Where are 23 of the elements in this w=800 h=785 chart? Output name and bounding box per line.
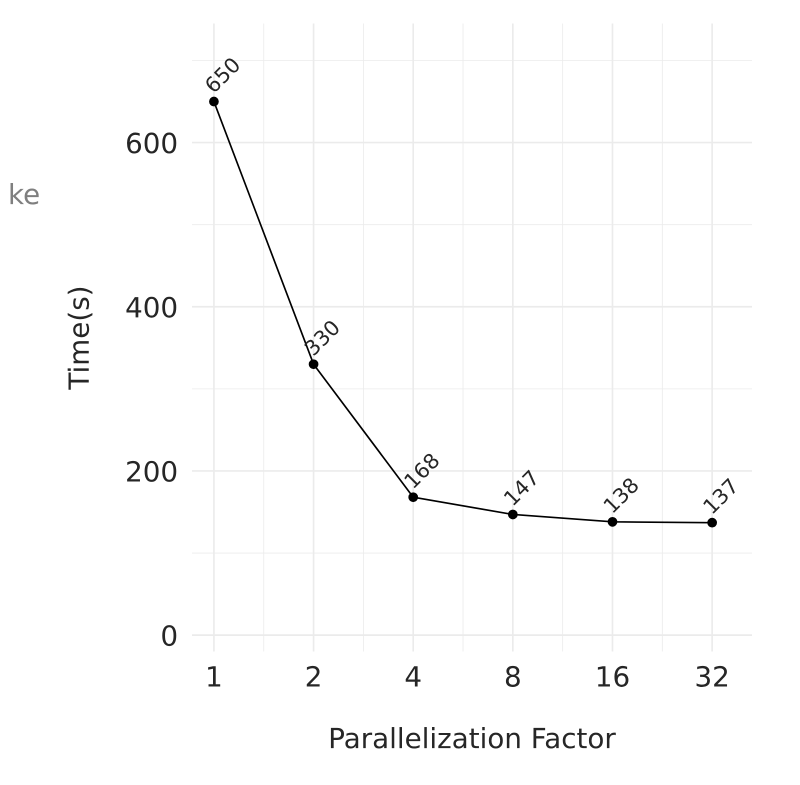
y-tick-label: 400 xyxy=(126,296,176,318)
x-tick-label: 4 xyxy=(406,666,420,687)
y-axis-title: Time(s) xyxy=(68,288,92,390)
x-axis-title: Parallelization Factor xyxy=(330,727,616,749)
point xyxy=(308,359,318,370)
y-tick-label: 0 xyxy=(162,625,176,646)
point xyxy=(608,516,618,527)
data-label: 650 xyxy=(204,56,241,94)
x-tick-label: 1 xyxy=(208,666,220,687)
x-tick-label: 2 xyxy=(306,666,320,687)
point xyxy=(707,518,718,528)
x-tick-label: 8 xyxy=(506,666,520,687)
data-label: 138 xyxy=(602,476,640,514)
y-tick-label: 600 xyxy=(127,132,176,154)
text: ke xyxy=(10,182,39,204)
data-label: 330 xyxy=(303,318,341,356)
x-tick-label: 16 xyxy=(598,666,628,687)
point xyxy=(209,96,219,106)
x-tick-label: 32 xyxy=(696,666,728,687)
point xyxy=(408,492,418,502)
point xyxy=(508,510,518,520)
data-label: 168 xyxy=(404,452,440,489)
y-tick-label: 200 xyxy=(127,460,176,482)
